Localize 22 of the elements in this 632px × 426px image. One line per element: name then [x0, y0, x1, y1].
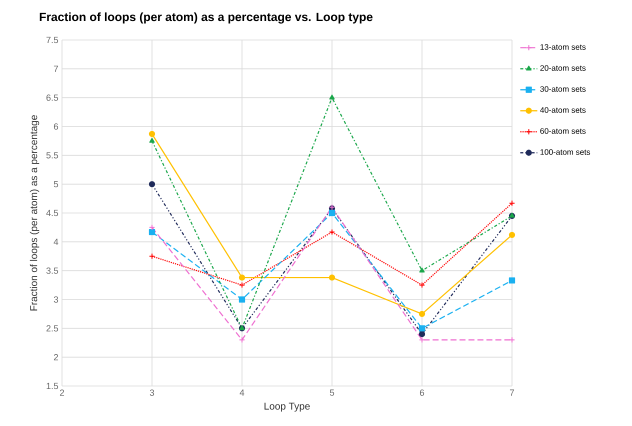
chart-title: Fraction of loops (per atom) as a percentage vs. Loop type: [40, 12, 373, 24]
x-tick-label: 2: [60, 390, 64, 396]
y-tick-label: 5: [54, 181, 58, 188]
y-tick-label: 3.5: [46, 267, 58, 274]
y-tick-label: 6: [54, 123, 58, 130]
y-tick-label: 7: [54, 66, 58, 72]
y-tick-label: 6.5: [46, 94, 58, 101]
y-tick-label: 7.5: [46, 36, 58, 44]
x-tick-label: 3: [150, 390, 154, 396]
x-tick-label: 6: [420, 390, 424, 396]
y-axis-title: Fraction of loops (per atom) as a percentage: [30, 115, 40, 310]
x-tick-label: 5: [330, 390, 334, 396]
y-tick-label: 3: [54, 296, 58, 303]
x-axis-title: Loop Type: [264, 402, 310, 412]
y-tick-label: 5.5: [46, 152, 58, 158]
x-tick-label: 7: [510, 390, 514, 396]
y-tick-label: 4: [54, 238, 58, 245]
y-tick-label: 2.5: [46, 325, 58, 332]
y-tick-label: 1.5: [46, 382, 58, 390]
y-tick-label: 2: [54, 354, 58, 360]
y-tick-label: 4.5: [46, 210, 58, 216]
x-tick-label: 4: [240, 390, 244, 396]
